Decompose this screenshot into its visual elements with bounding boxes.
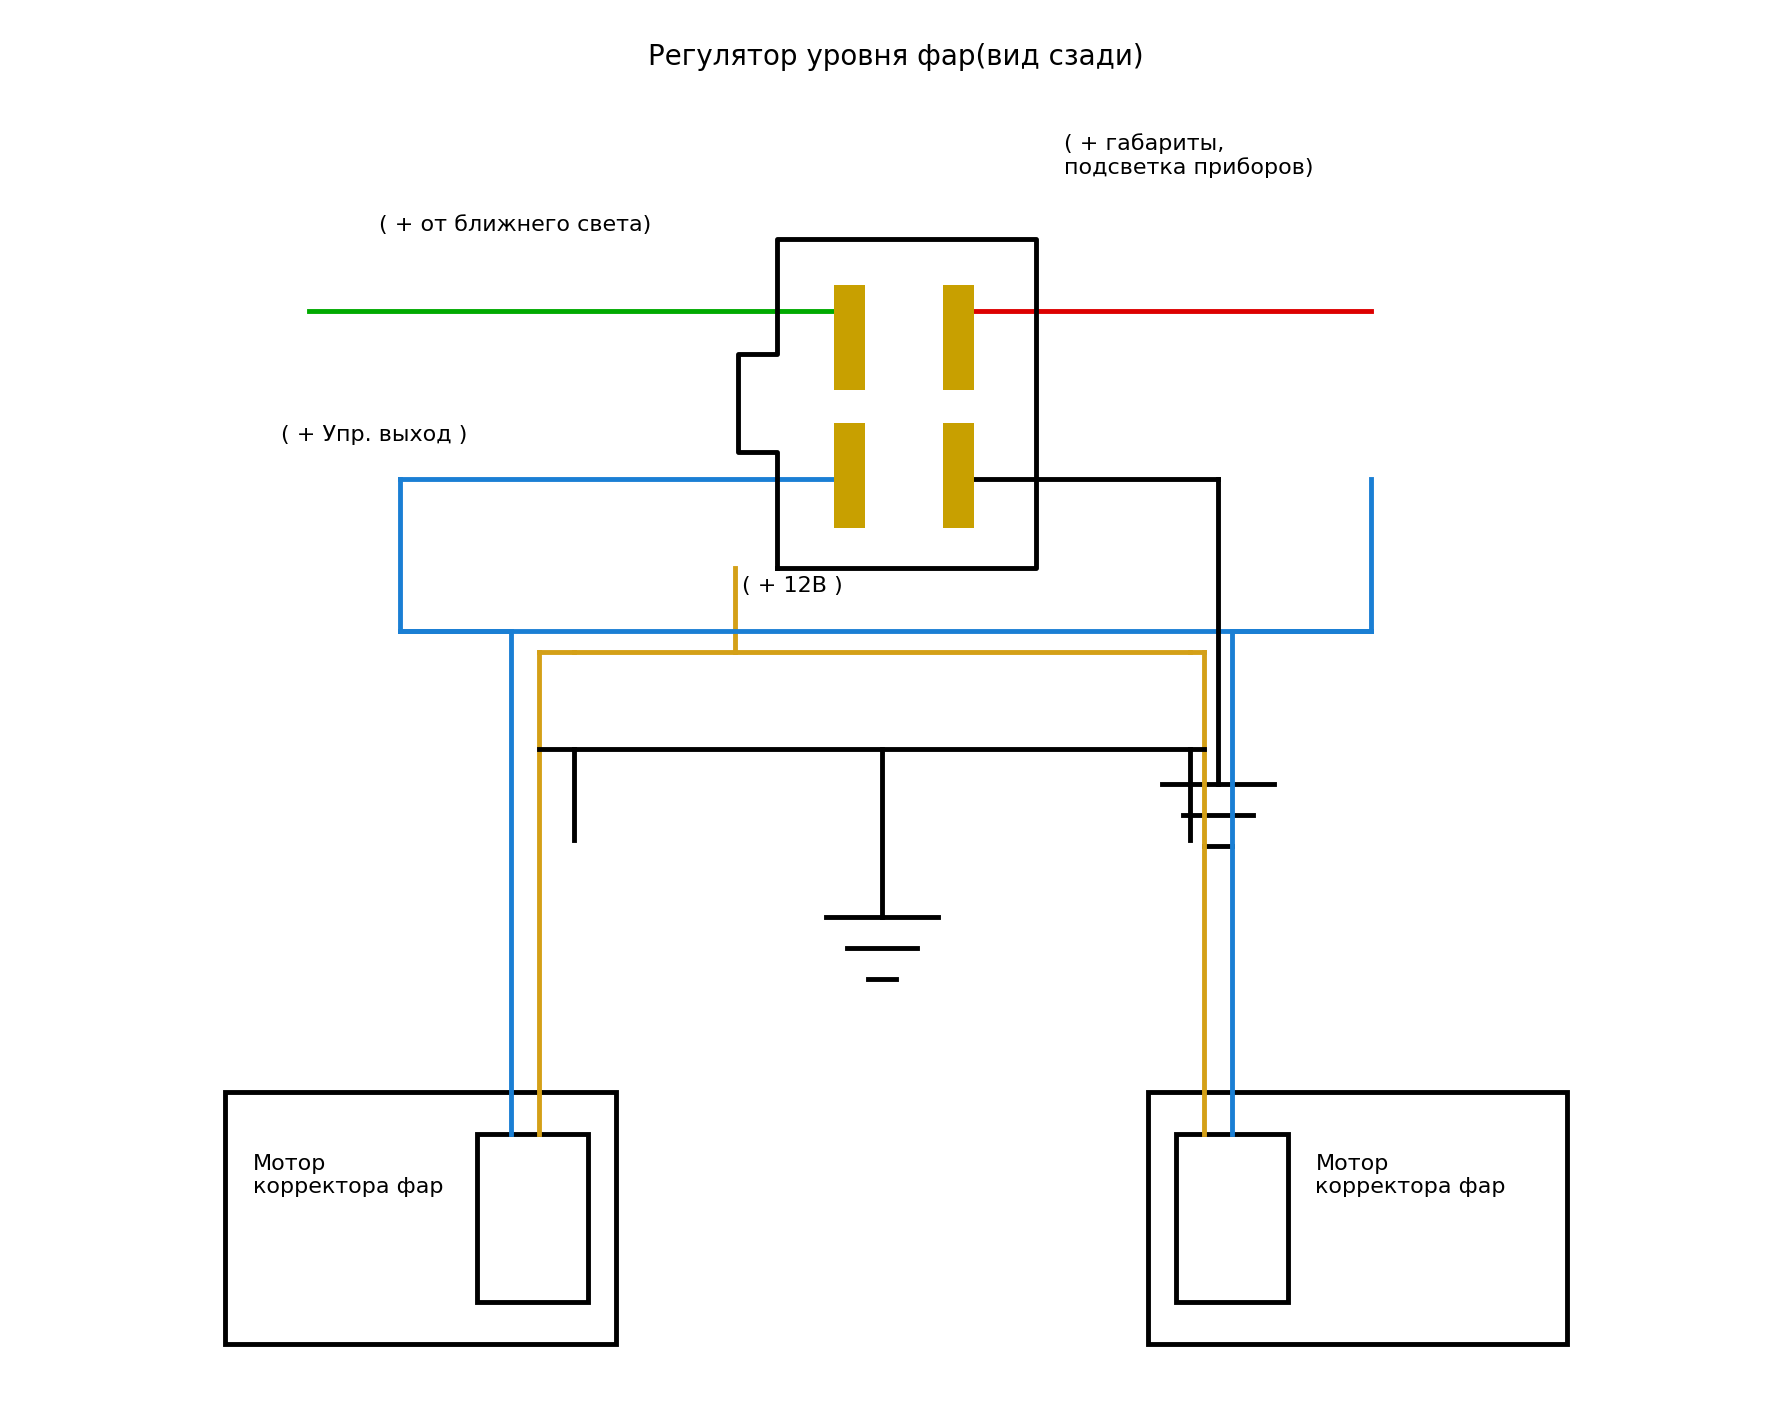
Bar xyxy=(835,286,866,389)
Bar xyxy=(835,423,866,528)
Text: ( + Упр. выход ): ( + Упр. выход ) xyxy=(281,425,468,446)
Text: Мотор
корректора фар: Мотор корректора фар xyxy=(253,1154,443,1198)
Bar xyxy=(224,1091,616,1344)
Text: ( + от ближнего света): ( + от ближнего света) xyxy=(378,216,650,235)
Bar xyxy=(1147,1091,1568,1344)
Text: ( + габариты,
подсветка приборов): ( + габариты, подсветка приборов) xyxy=(1064,133,1314,178)
Bar xyxy=(477,1133,588,1302)
Bar xyxy=(943,423,973,528)
Text: Регулятор уровня фар(вид сзади): Регулятор уровня фар(вид сзади) xyxy=(649,43,1143,71)
Bar xyxy=(943,286,973,389)
Text: Мотор
корректора фар: Мотор корректора фар xyxy=(1315,1154,1505,1198)
Bar xyxy=(1176,1133,1287,1302)
Text: ( + 12В ): ( + 12В ) xyxy=(742,576,842,595)
